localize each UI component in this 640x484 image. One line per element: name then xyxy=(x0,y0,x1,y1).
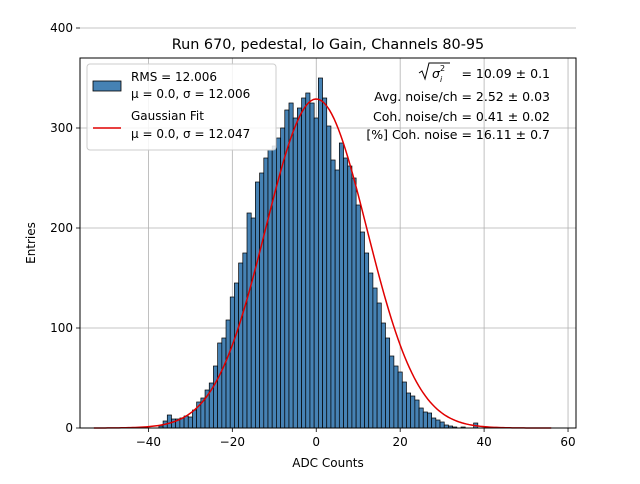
histogram-bar xyxy=(389,355,395,429)
histogram-bar xyxy=(334,169,340,429)
histogram-bar xyxy=(435,419,441,429)
histogram-bar xyxy=(322,97,328,429)
y-tick-label: 300 xyxy=(50,121,73,135)
histogram-bar xyxy=(393,365,399,429)
x-tick-label: −20 xyxy=(220,435,245,449)
y-tick-label: 0 xyxy=(65,421,73,435)
histogram-bar xyxy=(301,97,307,429)
histogram-bar xyxy=(410,395,416,429)
legend-entry-histogram-line2: μ = 0.0, σ = 12.006 xyxy=(131,87,250,101)
legend: RMS = 12.006 μ = 0.0, σ = 12.006 Gaussia… xyxy=(86,63,277,151)
annotation-coh-noise: Coh. noise/ch = 0.41 ± 0.02 xyxy=(373,109,550,124)
x-tick-label: 40 xyxy=(476,435,491,449)
histogram-bar xyxy=(267,149,273,429)
histogram-bar xyxy=(351,177,357,429)
histogram-bar xyxy=(238,262,244,429)
histogram-bar xyxy=(338,142,344,429)
histogram-bar xyxy=(359,231,365,429)
histogram-bar xyxy=(326,125,332,429)
noise-annotation: σ 2 i = 10.09 ± 0.1 Avg. noise/ch = 2.52… xyxy=(366,62,550,142)
histogram-bar xyxy=(343,157,349,429)
annotation-coh-noise-percent: [%] Coh. noise = 16.11 ± 0.7 xyxy=(366,127,550,142)
histogram-bar xyxy=(401,381,407,429)
histogram-bar xyxy=(313,117,319,429)
histogram-bar xyxy=(192,409,198,429)
histogram-bar xyxy=(288,102,294,429)
histogram-bar xyxy=(297,107,302,429)
svg-text:σ: σ xyxy=(432,66,441,81)
gaussian-fit-curve xyxy=(93,98,552,429)
histogram-bar xyxy=(439,421,445,429)
histogram-bar xyxy=(309,102,315,429)
legend-entry-fit-line2: μ = 0.0, σ = 12.047 xyxy=(131,127,250,141)
x-axis-label: ADC Counts xyxy=(292,456,364,470)
histogram-bar xyxy=(225,319,231,429)
legend-entry-fit-line1: Gaussian Fit xyxy=(131,109,204,123)
histogram-bar xyxy=(263,157,269,429)
histogram-bar xyxy=(305,92,311,429)
histogram-bars xyxy=(158,77,479,429)
legend-entry-histogram-line1: RMS = 12.006 xyxy=(131,70,217,84)
histogram-bar xyxy=(347,165,353,429)
histogram-bar xyxy=(376,302,382,429)
histogram-bar xyxy=(242,252,248,429)
histogram-bar xyxy=(368,272,374,429)
histogram-bar xyxy=(166,414,172,429)
legend-histogram-patch xyxy=(92,80,122,92)
histogram-bar xyxy=(255,181,260,429)
sqrt-sigma-symbol: σ 2 i xyxy=(418,62,450,84)
histogram-bar xyxy=(317,77,323,429)
x-axis-ticks: −40 −20 0 20 40 60 xyxy=(136,428,576,449)
histogram-bar xyxy=(213,365,218,429)
x-tick-label: −40 xyxy=(136,435,161,449)
histogram-bar xyxy=(183,415,189,429)
histogram-bar xyxy=(229,296,235,429)
chart-title: Run 670, pedestal, lo Gain, Channels 80-… xyxy=(172,37,484,53)
histogram-bar xyxy=(330,159,336,429)
histogram-bar xyxy=(406,392,412,429)
histogram-bar xyxy=(234,282,239,429)
plot-frame xyxy=(79,57,577,429)
histogram-bar xyxy=(431,417,437,429)
x-tick-label: 20 xyxy=(393,435,408,449)
annotation-avg-noise: Avg. noise/ch = 2.52 ± 0.03 xyxy=(374,89,550,104)
y-tick-label: 100 xyxy=(50,321,73,335)
histogram-bar xyxy=(217,342,223,429)
histogram-bar xyxy=(284,109,290,429)
histogram-bar xyxy=(397,371,403,429)
y-axis-label: Entries xyxy=(24,222,38,264)
y-tick-label: 400 xyxy=(50,21,73,35)
histogram-bar xyxy=(280,127,286,429)
svg-text:2: 2 xyxy=(440,64,445,73)
histogram-bar xyxy=(187,416,193,429)
x-tick-label: 0 xyxy=(312,435,320,449)
histogram-bar xyxy=(250,217,256,429)
histogram-bar xyxy=(364,252,370,429)
histogram-bar xyxy=(246,212,252,429)
histogram-bar xyxy=(221,337,227,429)
svg-text:i: i xyxy=(440,75,443,84)
histogram-bar xyxy=(380,322,386,429)
histogram-bar xyxy=(171,418,177,429)
histogram-bar xyxy=(418,407,424,429)
legend-box xyxy=(86,63,277,151)
y-axis-ticks: 0 100 200 300 400 xyxy=(50,21,80,435)
histogram-bar xyxy=(372,287,378,429)
x-tick-label: 60 xyxy=(560,435,575,449)
histogram-bar xyxy=(355,204,361,429)
histogram-bar xyxy=(259,172,265,429)
histogram-bar xyxy=(385,337,391,429)
histogram-bar xyxy=(292,117,298,429)
y-tick-label: 200 xyxy=(50,221,73,235)
histogram-bar xyxy=(414,399,420,429)
annotation-sqrt-value: = 10.09 ± 0.1 xyxy=(457,66,550,81)
histogram-bar xyxy=(422,411,428,429)
histogram-bar xyxy=(427,412,432,429)
